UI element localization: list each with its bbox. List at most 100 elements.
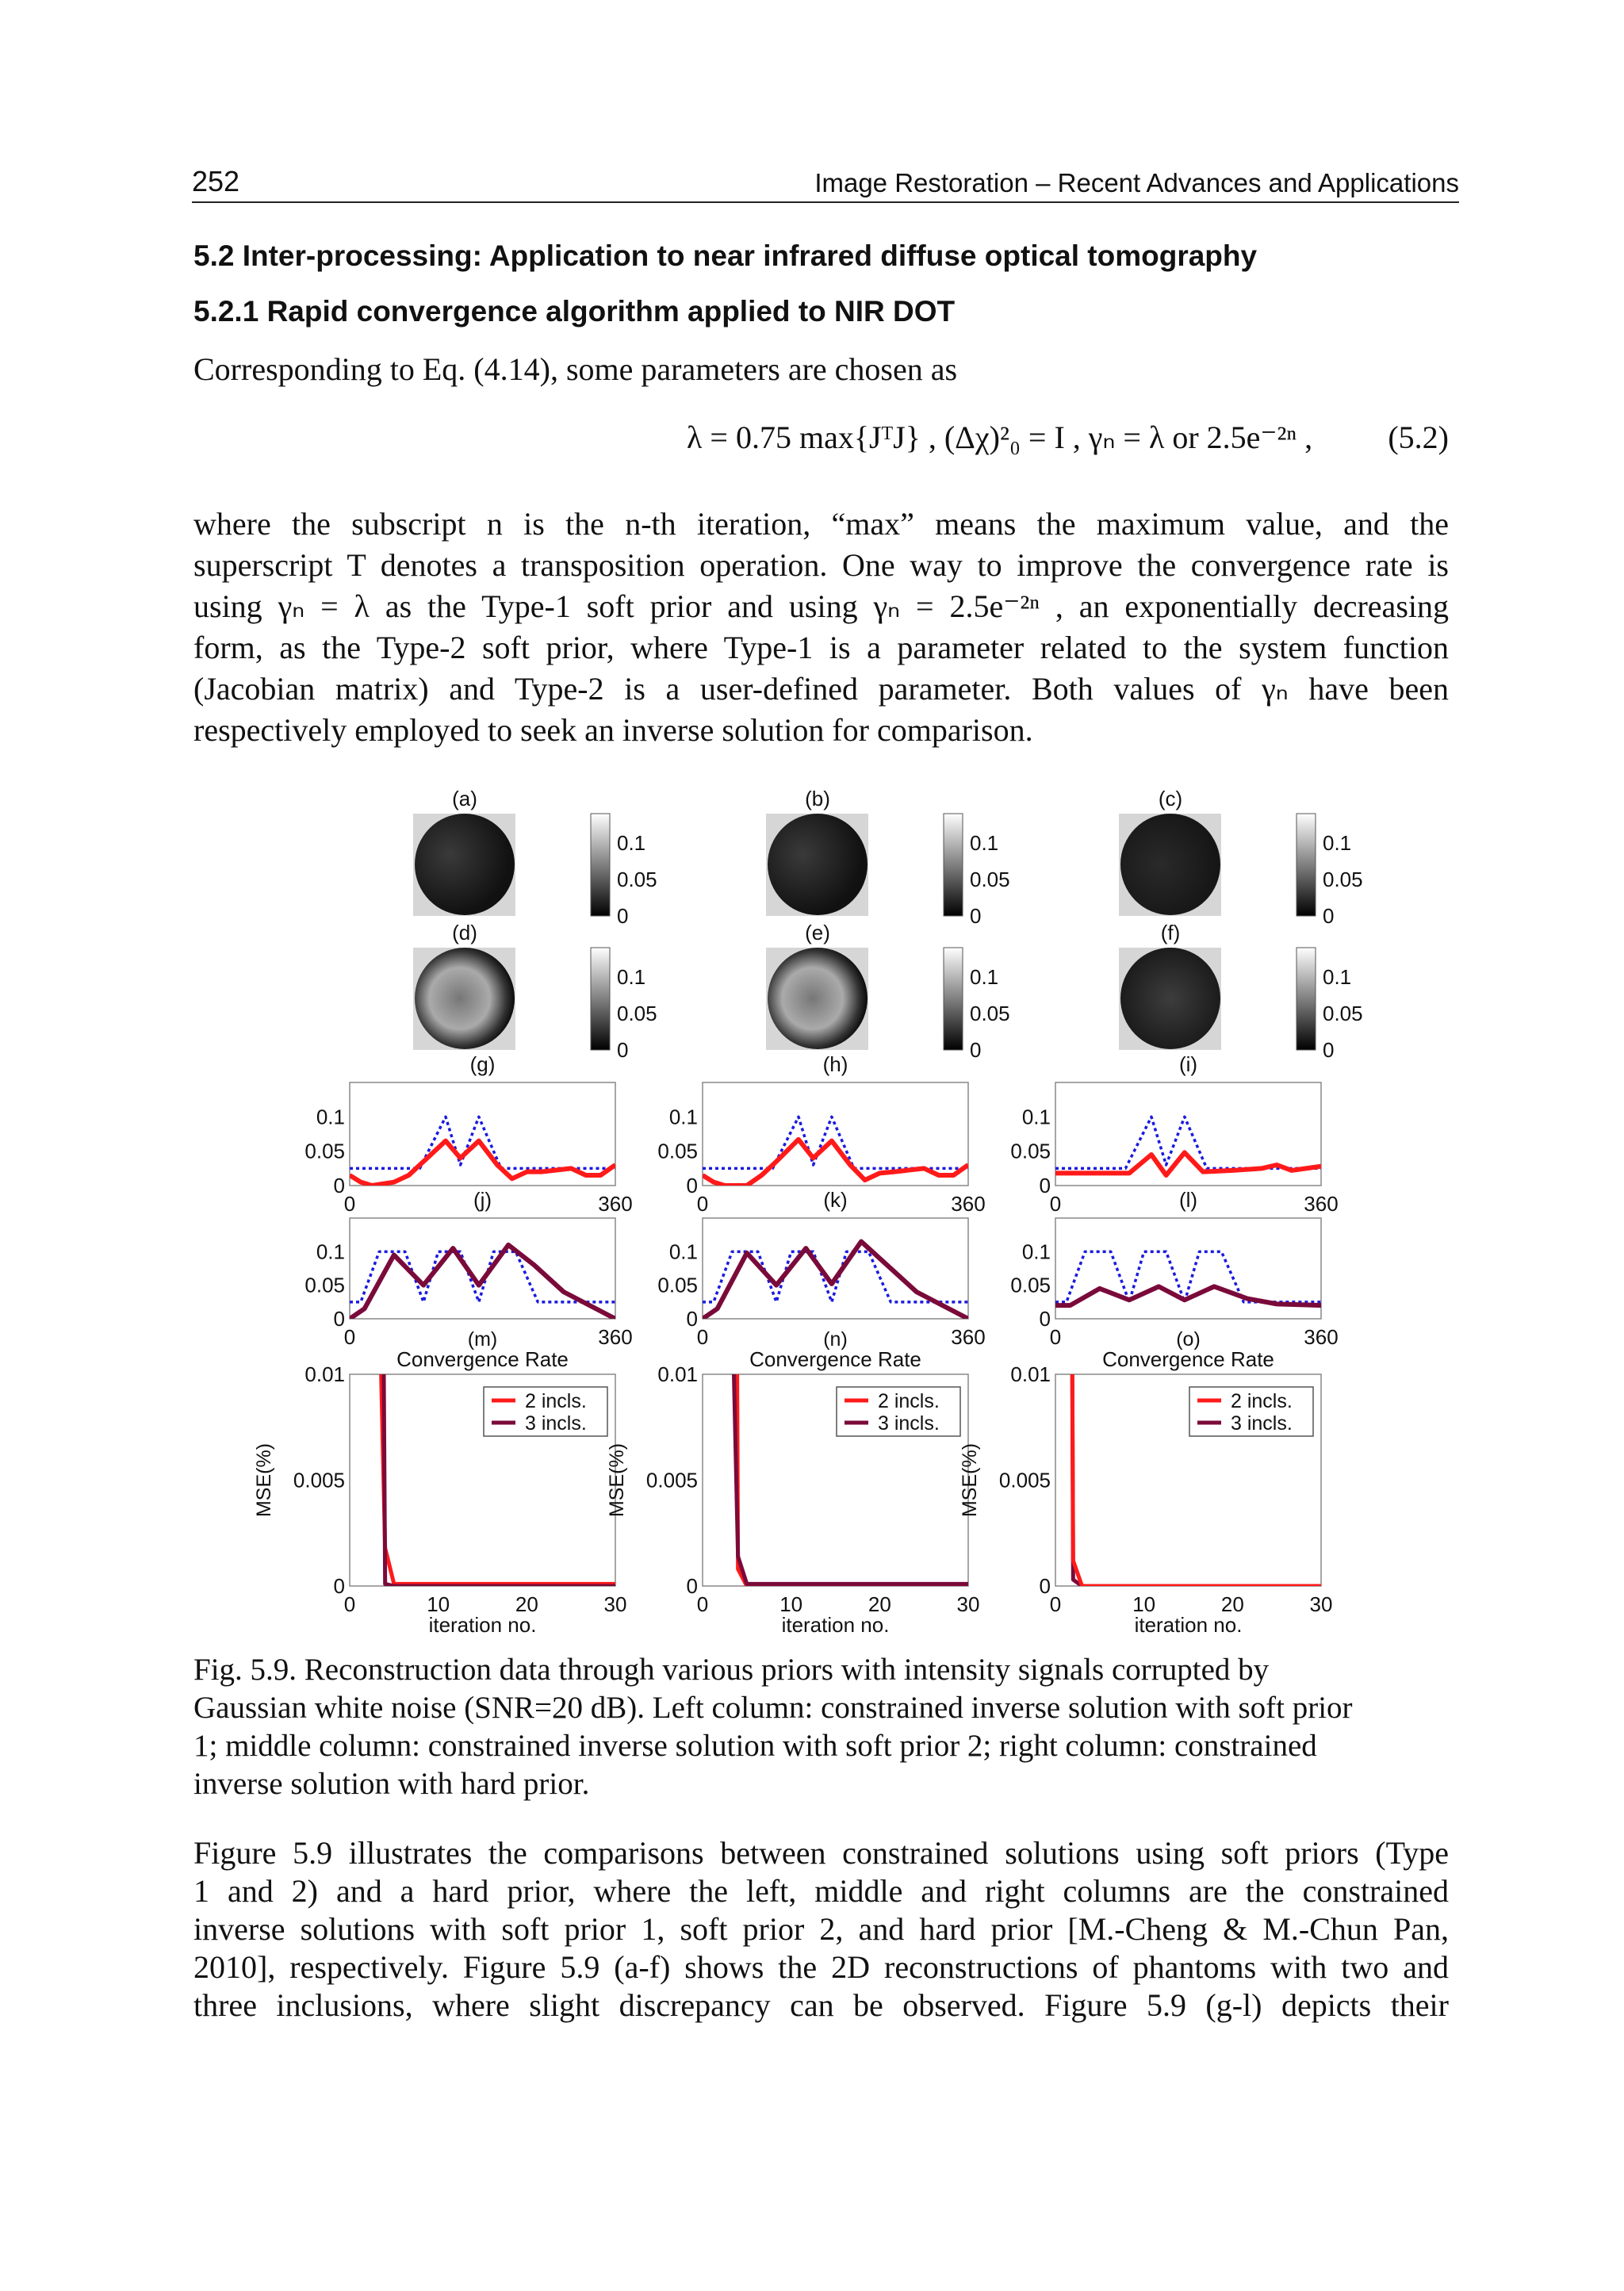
y-tick-label: 0: [334, 1574, 345, 1598]
legend-label: 3 incls.: [525, 1412, 587, 1435]
figure-caption: Fig. 5.9. Reconstruction data through va…: [193, 1651, 1353, 1803]
y-axis-label: MSE(%): [959, 1443, 981, 1517]
x-tick-label: 0: [697, 1592, 708, 1616]
x-tick-label: 0: [1050, 1192, 1061, 1216]
subsection-heading: 5.2.1 Rapid convergence algorithm applie…: [193, 295, 956, 328]
y-tick-label: 0.05: [1010, 1140, 1051, 1163]
chart-panel-label: (i): [1179, 1052, 1197, 1076]
image-label: (b): [805, 787, 830, 810]
series-line: [732, 1374, 968, 1586]
text-line: Figure 5.9 illustrates the comparisons b…: [193, 1835, 1449, 1871]
legend-box: [1189, 1386, 1314, 1437]
colorbar-tick-label: 0.05: [970, 1002, 1010, 1025]
y-axis-label: MSE(%): [606, 1443, 628, 1517]
equation-number: (5.2): [1388, 420, 1449, 455]
x-tick-label: 0: [344, 1325, 355, 1349]
chart-panel-label: (k): [823, 1188, 847, 1212]
y-tick-label: 0.01: [304, 1362, 345, 1386]
paragraph-1: where the subscript n is the n-th iterat…: [193, 504, 1449, 751]
colorbar: [1296, 813, 1316, 917]
colorbar-tick-label: 0.05: [1323, 1002, 1363, 1025]
legend-label: 3 incls.: [1231, 1412, 1293, 1435]
running-header-title: Image Restoration – Recent Advances and …: [814, 168, 1459, 197]
series-line: [1055, 1150, 1321, 1178]
legend-label: 2 incls.: [878, 1390, 940, 1412]
image-label: (d): [452, 921, 477, 944]
x-tick-label: 360: [1304, 1192, 1338, 1216]
colorbar-tick-label: 0.1: [1323, 965, 1351, 989]
colorbar-tick-label: 0.1: [970, 965, 998, 989]
y-tick-label: 0.1: [316, 1239, 345, 1263]
text-line: (Jacobian matrix) and Type-2 is a user-d…: [193, 671, 1449, 707]
x-tick-label: 0: [344, 1592, 355, 1616]
page-number: 252: [192, 165, 240, 197]
x-tick-label: 30: [1310, 1592, 1333, 1616]
colorbar-tick-label: 0.1: [1323, 831, 1351, 855]
x-axis-label: iteration no.: [1135, 1613, 1243, 1637]
chart-title: Convergence Rate: [1102, 1347, 1274, 1371]
plot-frame: [1055, 1082, 1322, 1186]
y-tick-label: 0.005: [646, 1469, 698, 1492]
x-axis-label: iteration no.: [782, 1613, 890, 1637]
series-line: [1070, 1374, 1321, 1586]
legend-box: [836, 1386, 961, 1437]
text-line: 2010], respectively. Figure 5.9 (a-f) sh…: [193, 1949, 1449, 1985]
text-line: three inclusions, where slight discrepan…: [193, 1987, 1449, 2023]
legend-label: 2 incls.: [1231, 1390, 1293, 1412]
colorbar-tick-label: 0: [617, 904, 628, 928]
header-rule: [192, 201, 1459, 203]
text-line: respectively employed to seek an inverse…: [193, 712, 1033, 748]
reconstruction-image: [415, 814, 515, 915]
x-tick-label: 10: [779, 1592, 802, 1616]
text-line: 1 and 2) and a hard prior, where the lef…: [193, 1873, 1449, 1909]
x-tick-label: 360: [951, 1192, 985, 1216]
colorbar-tick-label: 0.1: [617, 831, 645, 855]
x-tick-label: 0: [697, 1325, 708, 1349]
colorbar: [943, 947, 963, 1051]
y-tick-label: 0.1: [669, 1239, 698, 1263]
x-tick-label: 360: [598, 1192, 632, 1216]
reconstruction-image: [768, 948, 868, 1049]
chart-title: Convergence Rate: [396, 1347, 569, 1371]
legend-label: 3 incls.: [878, 1412, 940, 1435]
series-line: [379, 1374, 615, 1586]
chart-panel-label: (o): [1176, 1328, 1201, 1350]
figure-5-9: (a) 0.1 0.05 0 (b) 0.1 0.05 0 (c) 0.1 0.05 0 (d) 0.1 0…: [253, 787, 1363, 1637]
series-line: [350, 1138, 615, 1186]
reconstruction-image: [768, 814, 868, 915]
y-tick-label: 0.1: [316, 1105, 345, 1128]
x-tick-label: 30: [957, 1592, 980, 1616]
x-tick-label: 360: [1304, 1325, 1338, 1349]
legend-label: 2 incls.: [525, 1390, 587, 1412]
legend-box: [483, 1386, 608, 1437]
colorbar: [943, 813, 963, 917]
y-tick-label: 0.05: [304, 1274, 345, 1297]
equation-body: λ = 0.75 max{JᵀJ} , (Δχ)²₀ = I , γₙ = λ …: [687, 420, 1313, 455]
series-line: [1070, 1374, 1321, 1586]
series-line: [703, 1136, 968, 1186]
y-tick-label: 0.05: [657, 1140, 698, 1163]
y-tick-label: 0.01: [1010, 1362, 1051, 1386]
paragraph-2: Figure 5.9 illustrates the comparisons b…: [193, 1834, 1449, 2025]
series-line: [703, 1239, 968, 1319]
x-tick-label: 360: [598, 1325, 632, 1349]
colorbar: [590, 813, 611, 917]
y-tick-label: 0: [687, 1307, 698, 1331]
y-tick-label: 0.1: [669, 1105, 698, 1128]
chart-panel-label: (l): [1179, 1188, 1197, 1212]
colorbar-tick-label: 0: [617, 1038, 628, 1062]
text-line: form, as the Type-2 soft prior, where Ty…: [193, 630, 1449, 665]
x-tick-label: 30: [604, 1592, 627, 1616]
image-label: (c): [1159, 787, 1182, 810]
y-tick-label: 0: [334, 1174, 345, 1197]
y-axis-label: MSE(%): [253, 1443, 275, 1517]
y-tick-label: 0.05: [657, 1274, 698, 1297]
y-tick-label: 0.1: [1022, 1239, 1051, 1263]
intro-text: Corresponding to Eq. (4.14), some parame…: [193, 351, 958, 387]
text-line: where the subscript n is the n-th iterat…: [193, 506, 1449, 542]
x-tick-label: 20: [868, 1592, 891, 1616]
reconstruction-image: [1120, 814, 1220, 915]
plot-frame: [349, 1217, 616, 1320]
text-line: superscript T denotes a transposition op…: [193, 547, 1449, 583]
true-profile-line: [350, 1250, 615, 1304]
